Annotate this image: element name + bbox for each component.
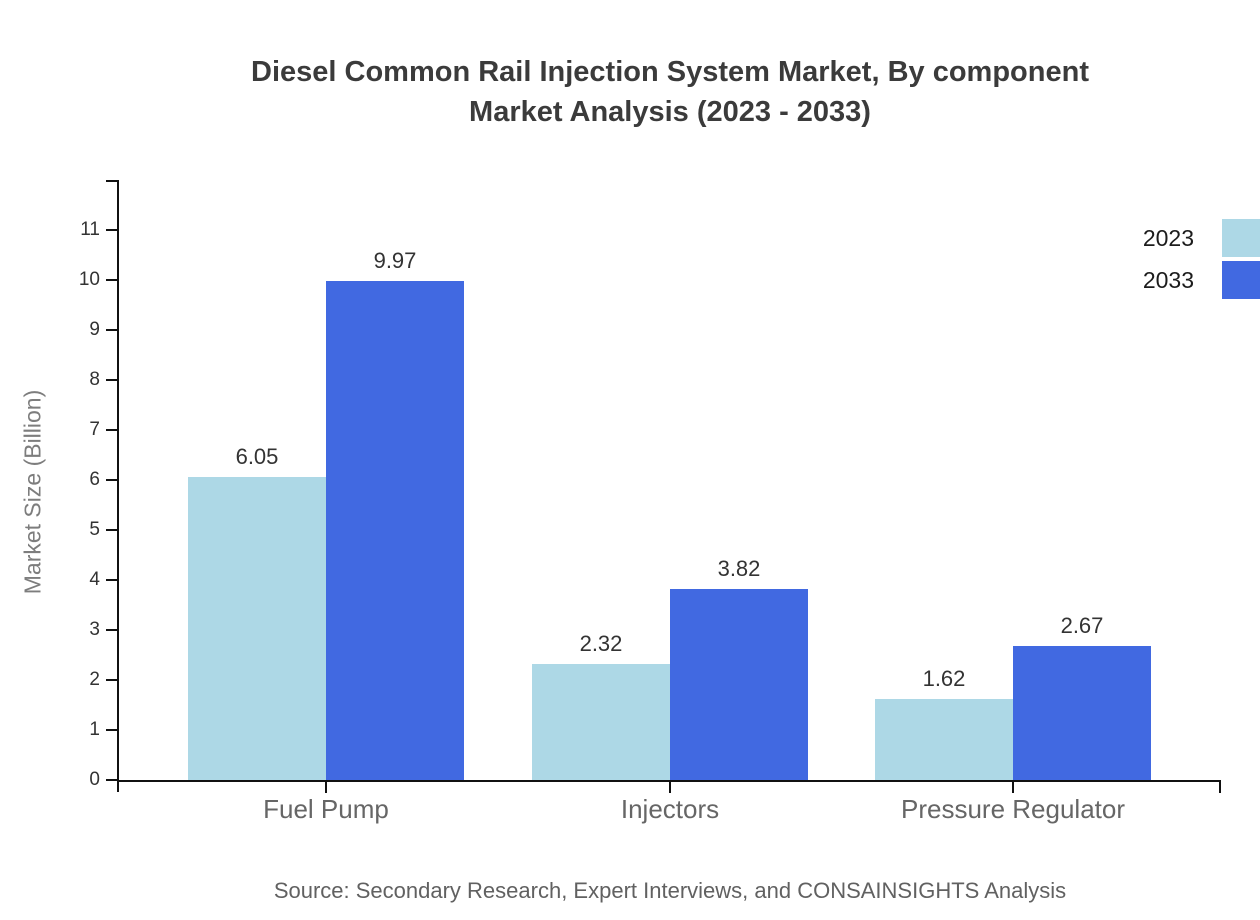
legend-swatch-2033 (1222, 261, 1260, 299)
y-tick-7 (106, 429, 117, 431)
y-tick-label-9: 9 (89, 319, 100, 340)
x-tick-injectors (669, 782, 671, 793)
bar-2033-injectors (670, 589, 808, 780)
y-tick-11 (106, 229, 117, 231)
bar-2033-pressure-regulator (1013, 646, 1151, 780)
bar-value-2033-pressure-regulator: 2.67 (1060, 613, 1104, 638)
y-tick-label-0: 0 (89, 769, 100, 790)
y-axis-spine (117, 180, 119, 792)
bar-value-2023-fuel-pump: 6.05 (235, 444, 279, 469)
x-tick-fuel-pump (325, 782, 327, 793)
bar-value-2023-injectors: 2.32 (579, 631, 623, 656)
x-axis-label-pressure-regulator: Pressure Regulator (901, 794, 1125, 824)
chart-title: Diesel Common Rail Injection System Mark… (0, 52, 1260, 132)
x-axis-label-fuel-pump: Fuel Pump (263, 794, 389, 824)
legend-label-2033: 2033 (1142, 266, 1194, 293)
y-tick-2 (106, 679, 117, 681)
legend-swatch-2023 (1222, 219, 1260, 257)
source-note: Source: Secondary Research, Expert Inter… (273, 878, 1067, 903)
bar-value-2033-injectors: 3.82 (717, 556, 761, 581)
bar-value-2023-pressure-regulator: 1.62 (922, 666, 966, 691)
y-tick-6 (106, 479, 117, 481)
chart-title-line2: Market Analysis (2023 - 2033) (469, 96, 871, 128)
bar-2023-pressure-regulator (875, 699, 1013, 780)
y-tick-label-1: 1 (89, 719, 100, 740)
legend-item-2023: 2023 (1143, 219, 1260, 257)
bar-2033-fuel-pump (326, 281, 464, 780)
x-tick-pressure-regulator (1012, 782, 1014, 793)
y-tick-3 (106, 629, 117, 631)
legend-label-2023: 2023 (1142, 224, 1194, 251)
legend-item-2033: 2033 (1143, 261, 1260, 299)
y-tick-label-7: 7 (89, 419, 100, 440)
y-tick-5 (106, 529, 117, 531)
x-axis-spine (117, 780, 1221, 782)
y-axis-top-cap-tick (106, 180, 117, 182)
y-tick-label-3: 3 (89, 619, 100, 640)
bar-2023-fuel-pump (188, 477, 326, 780)
y-tick-9 (106, 329, 117, 331)
y-tick-label-8: 8 (89, 369, 100, 390)
y-tick-label-6: 6 (89, 469, 100, 490)
bar-value-2033-fuel-pump: 9.97 (373, 248, 417, 273)
y-tick-label-5: 5 (89, 519, 100, 540)
y-tick-label-11: 11 (80, 219, 100, 240)
y-tick-label-10: 10 (78, 269, 100, 290)
y-tick-label-4: 4 (89, 569, 100, 590)
y-tick-4 (106, 579, 117, 581)
bar-2023-injectors (532, 664, 670, 780)
x-axis-label-injectors: Injectors (620, 794, 720, 824)
y-tick-1 (106, 729, 117, 731)
chart-title-line1: Diesel Common Rail Injection System Mark… (251, 56, 1089, 88)
y-tick-0 (106, 779, 117, 781)
y-tick-10 (106, 279, 117, 281)
x-axis-right-cap-tick (1219, 782, 1221, 793)
y-tick-8 (106, 379, 117, 381)
y-tick-label-2: 2 (89, 669, 100, 690)
